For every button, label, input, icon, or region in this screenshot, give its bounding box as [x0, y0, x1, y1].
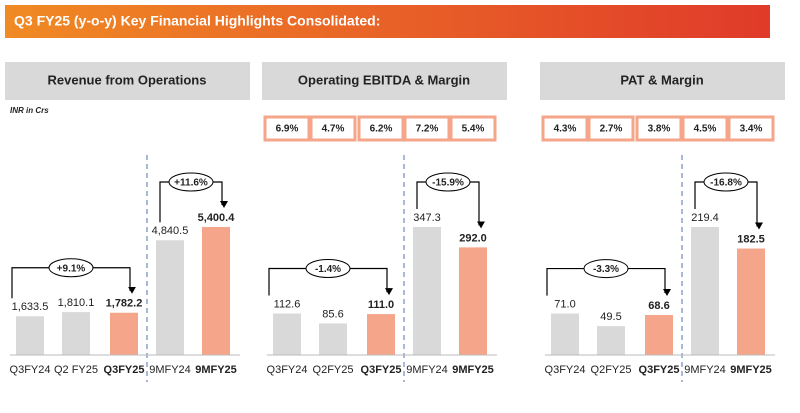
growth-oval	[305, 259, 351, 279]
margin-label: 4.7%	[322, 124, 345, 135]
value-label: 182.5	[737, 233, 765, 245]
margin-box	[727, 115, 775, 142]
growth-oval	[168, 172, 214, 192]
growth-label: -15.9%	[432, 178, 464, 189]
bar	[202, 227, 230, 355]
value-label: 112.6	[274, 298, 301, 310]
growth-label: +9.1%	[57, 263, 86, 274]
margin-label: 4.3%	[554, 124, 577, 135]
x-tick-label: Q3FY24	[545, 364, 586, 376]
x-tick-label: Q3FY24	[10, 364, 51, 376]
x-tick-label: Q2FY25	[591, 364, 632, 376]
bar	[413, 227, 441, 355]
x-tick-label: 9MFY25	[452, 364, 494, 376]
margin-box	[357, 115, 405, 142]
margin-label: 7.2%	[416, 124, 439, 135]
margin-label: 6.2%	[370, 124, 393, 135]
bar	[691, 227, 719, 355]
panel-title: Operating EBITDA & Margin	[298, 72, 470, 87]
margin-box	[449, 115, 497, 142]
bar	[597, 326, 625, 355]
bar	[273, 313, 301, 355]
panel-title-box	[262, 62, 507, 100]
growth-label: +11.6%	[174, 178, 208, 189]
unit-note: INR in Crs	[10, 106, 49, 115]
x-tick-label: Q2 FY25	[54, 364, 98, 376]
margin-box	[263, 115, 311, 142]
growth-label: -3.3%	[593, 264, 619, 275]
margin-label: 2.7%	[600, 124, 623, 135]
header-title: Q3 FY25 (y-o-y) Key Financial Highlights…	[14, 13, 380, 29]
value-label: 1,633.5	[12, 301, 49, 313]
value-label: 71.0	[554, 298, 575, 310]
margin-box	[587, 115, 635, 142]
bar	[156, 240, 184, 355]
x-tick-label: Q3FY24	[267, 364, 308, 376]
bar	[737, 248, 765, 355]
growth-oval	[583, 259, 629, 279]
margin-label: 4.5%	[694, 124, 717, 135]
value-label: 111.0	[368, 299, 394, 311]
margin-box	[681, 115, 729, 142]
bar	[551, 313, 579, 355]
margin-box	[309, 115, 357, 142]
value-label: 219.4	[691, 212, 719, 224]
x-tick-label: 9MFY24	[406, 364, 448, 376]
value-label: 347.3	[413, 212, 441, 224]
bar	[319, 323, 347, 355]
bar	[110, 312, 138, 355]
value-label: 5,400.4	[198, 212, 236, 224]
bar	[367, 314, 395, 355]
growth-oval	[48, 258, 94, 278]
margin-label: 5.4%	[462, 124, 485, 135]
margin-label: 3.4%	[740, 124, 763, 135]
growth-oval	[703, 172, 749, 192]
margin-box	[403, 115, 451, 142]
value-label: 1,810.1	[58, 297, 95, 309]
bar	[62, 312, 90, 355]
x-tick-label: 9MFY24	[684, 364, 726, 376]
x-tick-label: Q3FY25	[361, 364, 402, 376]
growth-label: -16.8%	[710, 178, 742, 189]
value-label: 68.6	[648, 300, 669, 312]
bar	[16, 316, 44, 355]
x-tick-label: Q3FY25	[104, 364, 145, 376]
panel-title: PAT & Margin	[620, 72, 703, 87]
header-bar	[5, 5, 770, 38]
margin-label: 3.8%	[648, 124, 671, 135]
x-tick-label: Q2FY25	[313, 364, 354, 376]
growth-oval	[425, 172, 471, 192]
x-tick-label: Q3FY25	[639, 364, 680, 376]
panel-title-box	[540, 62, 785, 100]
x-tick-label: 9MFY24	[149, 364, 191, 376]
x-tick-label: 9MFY25	[730, 364, 772, 376]
panel-title-box	[5, 62, 250, 100]
panel-title: Revenue from Operations	[48, 72, 207, 87]
value-label: 4,840.5	[152, 225, 189, 237]
value-label: 1,782.2	[106, 298, 143, 310]
margin-box	[541, 115, 589, 142]
growth-label: -1.4%	[315, 264, 341, 275]
value-label: 292.0	[459, 232, 487, 244]
bar	[645, 314, 673, 355]
margin-label: 6.9%	[276, 124, 299, 135]
x-tick-label: 9MFY25	[195, 364, 237, 376]
bar	[459, 247, 487, 355]
value-label: 49.5	[600, 311, 621, 323]
value-label: 85.6	[322, 308, 343, 320]
margin-box	[635, 115, 683, 142]
